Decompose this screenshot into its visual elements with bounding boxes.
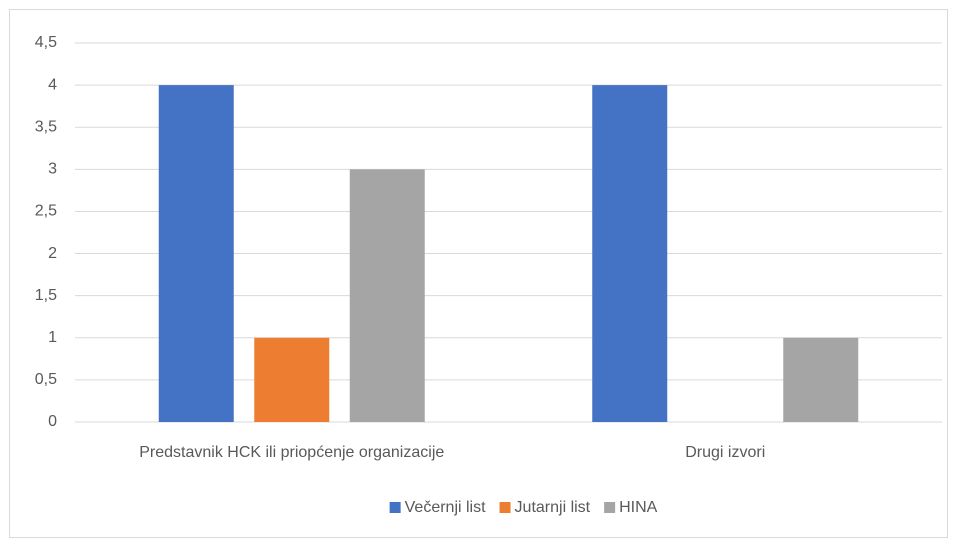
bar xyxy=(783,337,859,422)
x-tick-label: Drugi izvori xyxy=(685,444,765,461)
y-tick-label: 1,5 xyxy=(35,287,57,304)
legend-swatch xyxy=(389,502,401,513)
legend-label: Večernji list xyxy=(405,499,486,516)
y-tick-label: 4,5 xyxy=(35,34,57,51)
legend-label: Jutarnji list xyxy=(515,499,591,516)
y-tick-label: 3 xyxy=(48,161,57,178)
y-tick-label: 3,5 xyxy=(35,118,57,135)
y-tick-label: 0,5 xyxy=(35,371,57,388)
legend-label: HINA xyxy=(619,499,658,516)
legend-swatch xyxy=(499,502,511,513)
bar xyxy=(158,85,234,422)
x-tick-label: Predstavnik HCK ili priopćenje organizac… xyxy=(139,444,444,461)
bar xyxy=(592,85,668,422)
y-tick-label: 4 xyxy=(48,76,57,93)
legend-swatch xyxy=(604,502,616,513)
y-tick-label: 1 xyxy=(48,329,57,346)
bar xyxy=(254,337,330,422)
y-tick-label: 2 xyxy=(48,245,57,262)
y-tick-label: 2,5 xyxy=(35,203,57,220)
bar xyxy=(349,169,425,422)
y-tick-label: 0 xyxy=(48,413,57,430)
